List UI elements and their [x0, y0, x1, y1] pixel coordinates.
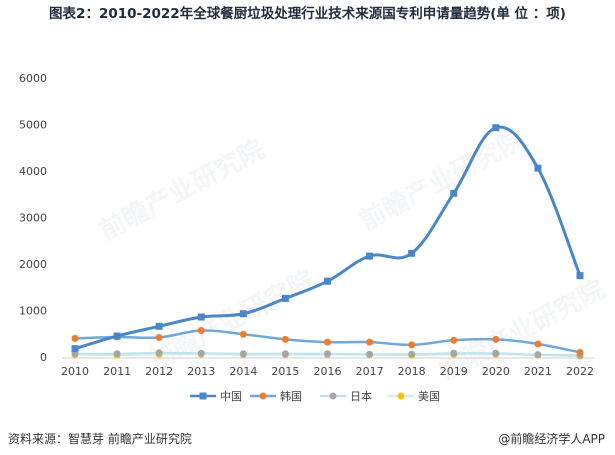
credit-note: @前瞻经济学人APP: [498, 432, 605, 446]
y-tick-label: 1000: [19, 305, 47, 318]
x-tick-label: 2021: [524, 365, 552, 378]
data-point-1: [492, 335, 500, 343]
y-tick-label: 0: [40, 351, 47, 364]
x-tick-label: 2013: [187, 365, 215, 378]
x-tick-label: 2020: [482, 365, 510, 378]
data-point-1: [576, 348, 584, 356]
data-point-2: [155, 349, 163, 357]
y-tick-label: 4000: [19, 165, 47, 178]
legend-marker-1: [259, 392, 267, 400]
data-point-0: [239, 310, 247, 318]
x-tick-label: 2012: [145, 365, 173, 378]
data-point-1: [197, 326, 205, 334]
data-point-2: [113, 350, 121, 358]
data-point-0: [534, 164, 542, 172]
data-point-0: [197, 313, 205, 321]
x-tick-label: 2011: [103, 365, 131, 378]
data-point-2: [324, 350, 331, 358]
legend-marker-0: [199, 392, 207, 400]
data-point-0: [576, 272, 584, 280]
data-point-2: [239, 350, 247, 358]
x-tick-label: 2015: [271, 365, 299, 378]
data-point-2: [492, 349, 500, 357]
y-tick-label: 5000: [19, 119, 47, 132]
y-tick-label: 6000: [19, 72, 47, 85]
data-point-1: [366, 338, 374, 346]
x-tick-label: 2010: [61, 365, 89, 378]
data-point-0: [366, 252, 374, 260]
data-point-0: [408, 249, 416, 257]
x-tick-label: 2014: [229, 365, 257, 378]
data-point-0: [492, 124, 500, 132]
data-point-1: [324, 338, 331, 346]
data-point-2: [281, 350, 289, 358]
data-point-1: [281, 335, 289, 343]
data-point-1: [450, 336, 458, 344]
legend-marker-3: [397, 392, 405, 400]
legend-label-0: 中国: [220, 390, 242, 403]
data-point-2: [366, 350, 374, 358]
data-point-2: [450, 349, 458, 357]
x-tick-label: 2022: [566, 365, 594, 378]
x-tick-label: 2019: [440, 365, 468, 378]
data-point-1: [408, 341, 416, 349]
legend-marker-2: [329, 392, 337, 400]
data-point-0: [450, 189, 458, 197]
data-point-0: [113, 332, 121, 340]
data-point-0: [71, 345, 79, 353]
x-tick-label: 2017: [356, 365, 384, 378]
y-tick-label: 3000: [19, 212, 47, 225]
legend-label-3: 美国: [418, 390, 440, 403]
data-point-1: [239, 330, 247, 338]
chart-title: 图表2：2010-2022年全球餐厨垃圾处理行业技术来源国专利申请量趋势(单 位…: [49, 6, 566, 22]
legend-label-2: 日本: [350, 389, 372, 403]
source-note: 资料来源：智慧芽 前瞻产业研究院: [8, 432, 192, 446]
data-point-2: [197, 349, 205, 357]
x-tick-label: 2018: [398, 365, 426, 378]
data-point-1: [71, 334, 79, 342]
data-point-1: [534, 340, 542, 348]
data-point-0: [155, 322, 163, 330]
y-tick-label: 2000: [19, 258, 47, 271]
legend-label-1: 韩国: [280, 389, 302, 403]
series-line-0: [74, 125, 582, 351]
data-point-2: [408, 350, 416, 358]
data-point-0: [281, 294, 289, 302]
data-point-0: [324, 277, 331, 285]
data-point-2: [534, 351, 542, 359]
data-point-1: [155, 333, 163, 341]
x-tick-label: 2016: [314, 365, 342, 378]
